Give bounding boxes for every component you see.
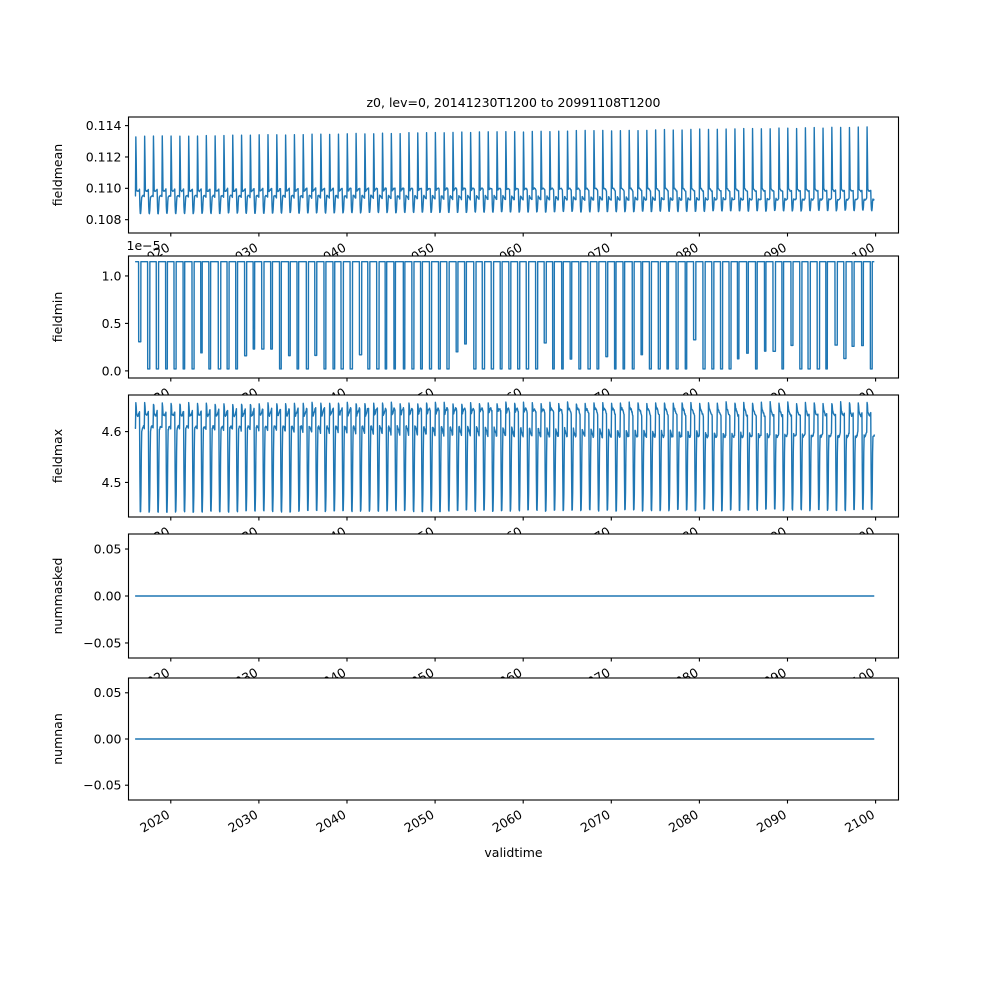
y-tick-label: −0.05	[83, 778, 121, 793]
y-tick-label: 0.110	[86, 181, 122, 196]
y-axis-label-fieldmin: fieldmin	[50, 292, 65, 343]
y-tick-label: −0.05	[83, 635, 121, 650]
y-axis-label-nummasked: nummasked	[50, 558, 65, 635]
x-tick-label: 2030	[225, 807, 260, 836]
x-tick-labels: 2020 2030 2040 2050 2060 2070 2080 2090 2100	[137, 807, 877, 836]
y-axis-label-fieldmax: fieldmax	[50, 429, 65, 483]
data-line-fieldmax	[134, 400, 876, 513]
y-tick-label: 0.114	[86, 118, 122, 133]
panel-spines	[127, 677, 900, 801]
y-tick-label: 0.108	[86, 212, 122, 227]
x-tick-label: 2060	[490, 807, 525, 836]
y-tick-label: 0.00	[94, 588, 122, 603]
y-tick-label: 4.5	[102, 475, 122, 490]
panel-fieldmean: 0.108 0.110 0.112 0.114	[86, 116, 900, 237]
figure-title: z0, lev=0, 20141230T1200 to 20991108T120…	[366, 95, 660, 110]
panel-spines	[127, 533, 900, 659]
data-line-fieldmean	[134, 126, 875, 215]
panel-background	[128, 116, 899, 234]
y-tick-label: 0.00	[94, 731, 122, 746]
y-axis-offset-label: 1e−5	[127, 238, 161, 253]
x-tick-label: 2050	[402, 807, 437, 836]
x-tick-label: 2070	[578, 807, 613, 836]
x-tick-label: 2020	[137, 807, 172, 836]
x-axis-label: validtime	[484, 845, 542, 860]
panel-numnan: −0.05 0.00 0.05	[83, 677, 900, 804]
y-tick-label: 0.05	[94, 685, 122, 700]
y-tick-label: 0.05	[94, 541, 122, 556]
data-line-fieldmin	[135, 261, 875, 370]
y-tick-label: 0.112	[86, 149, 122, 164]
y-axis-label-numnan: numnan	[50, 713, 65, 765]
panel-nummasked: −0.05 0.00 0.05	[83, 533, 900, 662]
y-axis-label-fieldmean: fieldmean	[50, 144, 65, 206]
panel-fieldmin: 0.0 0.5 1.0 1e−5	[102, 238, 900, 382]
y-tick-label: 4.6	[102, 424, 122, 439]
y-tick-label: 0.5	[102, 316, 122, 331]
panel-background	[128, 255, 899, 379]
panel-fieldmax: 4.5 4.6	[102, 394, 900, 521]
panel-spines	[127, 116, 900, 234]
y-tick-label: 0.0	[102, 363, 122, 378]
x-tick-label: 2090	[754, 807, 789, 836]
panel-spines	[127, 255, 900, 379]
x-tick-label: 2080	[666, 807, 701, 836]
panel-spines	[127, 394, 900, 518]
x-tick-label: 2100	[842, 807, 877, 836]
x-tick-label: 2040	[313, 807, 348, 836]
y-tick-label: 1.0	[102, 268, 122, 283]
